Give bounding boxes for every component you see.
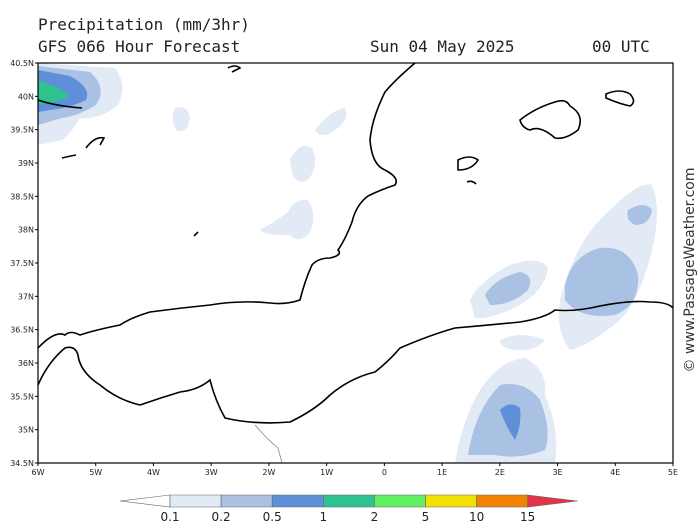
legend-swatch bbox=[425, 494, 477, 508]
lat-label: 34.5N bbox=[10, 459, 34, 468]
lon-label: 2E bbox=[495, 468, 505, 477]
lon-label: 4E bbox=[610, 468, 620, 477]
legend-label: 0.1 bbox=[160, 510, 179, 524]
legend-label: 2 bbox=[371, 510, 379, 524]
legend-swatch bbox=[323, 494, 375, 508]
lat-label: 36N bbox=[18, 359, 34, 368]
coastlines bbox=[37, 62, 674, 464]
legend-label: 5 bbox=[422, 510, 430, 524]
lon-label: 0 bbox=[382, 468, 387, 477]
lon-label: 4W bbox=[147, 468, 160, 477]
legend: 0.1 0.2 0.5 1 2 5 10 15 bbox=[119, 494, 578, 524]
precipitation bbox=[38, 63, 657, 463]
legend-swatch bbox=[374, 494, 426, 508]
lat-label: 38N bbox=[18, 226, 34, 235]
title: Precipitation (mm/3hr) bbox=[38, 15, 250, 34]
lat-label: 37N bbox=[18, 292, 34, 301]
axes: 40.5N 40N 39.5N 39N 38.5N 38N 37.5N 37N 36.5N 36N… bbox=[10, 59, 678, 477]
lat-label: 38.5N bbox=[10, 192, 34, 201]
legend-label: 1 bbox=[319, 510, 327, 524]
legend-swatch bbox=[220, 494, 273, 508]
lat-label: 35.5N bbox=[10, 392, 34, 401]
lon-label: 3W bbox=[205, 468, 218, 477]
lon-label: 1W bbox=[320, 468, 333, 477]
time: 00 UTC bbox=[592, 37, 650, 56]
date: Sun 04 May 2025 bbox=[370, 37, 515, 56]
legend-label: 15 bbox=[520, 510, 535, 524]
legend-label: 0.2 bbox=[212, 510, 231, 524]
lat-label: 36.5N bbox=[10, 326, 34, 335]
lat-label: 40N bbox=[18, 92, 34, 101]
subtitle: GFS 066 Hour Forecast bbox=[38, 37, 240, 56]
legend-swatch bbox=[476, 494, 528, 508]
legend-swatch bbox=[527, 494, 578, 508]
lon-label: 1E bbox=[437, 468, 447, 477]
lon-label: 3E bbox=[552, 468, 562, 477]
lat-label: 37.5N bbox=[10, 259, 34, 268]
legend-label: 10 bbox=[469, 510, 484, 524]
lat-label: 40.5N bbox=[10, 59, 34, 68]
legend-swatch bbox=[271, 494, 324, 508]
lat-label: 39N bbox=[18, 159, 34, 168]
legend-label: 0.5 bbox=[263, 510, 282, 524]
legend-swatch bbox=[119, 494, 171, 508]
map-area bbox=[38, 63, 673, 463]
watermark: © www.PassageWeather.com bbox=[682, 167, 698, 372]
lat-label: 39.5N bbox=[10, 126, 34, 135]
lon-label: 6W bbox=[32, 468, 45, 477]
lon-label: 5E bbox=[668, 468, 678, 477]
lon-label: 5W bbox=[89, 468, 102, 477]
lon-label: 2W bbox=[262, 468, 275, 477]
legend-swatch bbox=[169, 494, 222, 508]
lat-label: 35N bbox=[18, 426, 34, 435]
